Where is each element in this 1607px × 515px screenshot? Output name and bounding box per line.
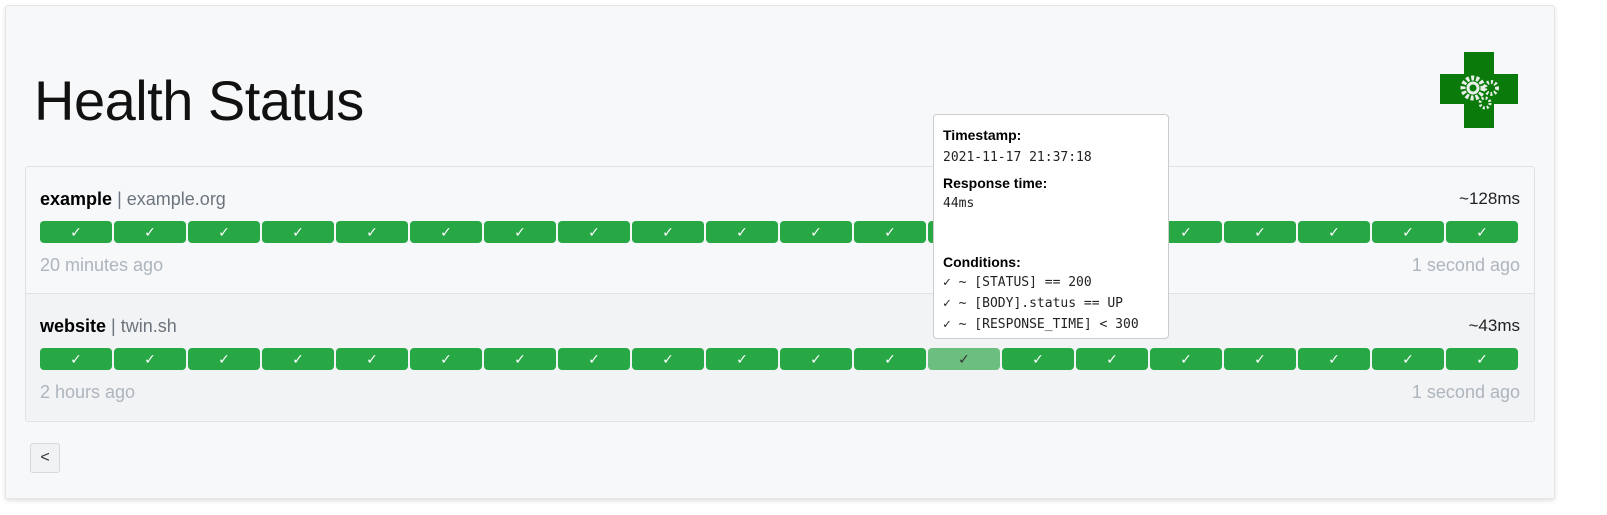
condition-item: ✓ ~ [STATUS] == 200 <box>943 275 1092 290</box>
result-bar-success[interactable]: ✓ <box>336 348 408 370</box>
result-bar-success[interactable]: ✓ <box>780 221 852 243</box>
result-bar-success[interactable]: ✓ <box>1298 348 1370 370</box>
service-hostname: example.org <box>126 189 226 209</box>
result-bar-success[interactable]: ✓ <box>632 221 704 243</box>
result-bar-success[interactable]: ✓ <box>632 348 704 370</box>
result-bar-success[interactable]: ✓ <box>1224 348 1296 370</box>
result-bar-success[interactable]: ✓ <box>188 221 260 243</box>
result-bar-success[interactable]: ✓ <box>484 221 556 243</box>
result-bar-success[interactable]: ✓ <box>558 348 630 370</box>
result-bar-success[interactable]: ✓ <box>706 348 778 370</box>
service-row-website[interactable]: website | twin.sh ~43ms ✓ ✓ ✓ ✓ ✓ ✓ ✓ ✓ ✓ ✓ ✓ ✓ ✓ ✓ ✓ ✓… <box>26 294 1534 420</box>
result-bar-success[interactable]: ✓ <box>706 221 778 243</box>
conditions-label: Conditions: <box>943 254 1021 270</box>
previous-page-button[interactable]: < <box>30 443 60 473</box>
result-bar-success[interactable]: ✓ <box>928 348 1000 370</box>
condition-item: ✓ ~ [BODY].status == UP <box>943 296 1124 311</box>
result-bar-success[interactable]: ✓ <box>262 348 334 370</box>
response-time-value: 44ms <box>943 196 975 211</box>
service-name: example | example.org <box>40 189 226 209</box>
result-bar-success[interactable]: ✓ <box>1372 348 1444 370</box>
service-name: website | twin.sh <box>40 316 177 336</box>
result-bar-success[interactable]: ✓ <box>1150 348 1222 370</box>
result-bar-success[interactable]: ✓ <box>1446 348 1518 370</box>
health-logo-icon <box>1440 52 1518 128</box>
average-response-time: ~43ms <box>1468 316 1521 335</box>
page-title: Health Status <box>34 69 364 132</box>
newest-result-time: 1 second ago <box>1411 255 1520 275</box>
result-bar-success[interactable]: ✓ <box>188 348 260 370</box>
result-bar-success[interactable]: ✓ <box>40 348 112 370</box>
result-bar-success[interactable]: ✓ <box>558 221 630 243</box>
result-bar-success[interactable]: ✓ <box>262 221 334 243</box>
result-bar-success[interactable]: ✓ <box>40 221 112 243</box>
result-bars: ✓✓✓✓✓✓✓✓✓✓✓✓✓✓✓✓✓✓✓✓ <box>40 221 1518 243</box>
service-hostname: twin.sh <box>120 316 177 336</box>
result-bar-success[interactable]: ✓ <box>1076 348 1148 370</box>
timestamp-label: Timestamp: <box>943 127 1022 143</box>
result-bar-success[interactable]: ✓ <box>114 348 186 370</box>
result-bar-success[interactable]: ✓ <box>1224 221 1296 243</box>
average-response-time: ~128ms <box>1459 189 1520 208</box>
result-bar-success[interactable]: ✓ <box>1446 221 1518 243</box>
result-bar-success[interactable]: ✓ <box>1372 221 1444 243</box>
result-bar-success[interactable]: ✓ <box>1002 348 1074 370</box>
oldest-result-time: 20 minutes ago <box>40 255 164 275</box>
newest-result-time: 1 second ago <box>1411 382 1520 402</box>
service-row-example[interactable]: example | example.org ~128ms ✓ ✓ ✓ ✓ ✓ ✓ ✓ ✓ ✓ ✓ ✓… <box>26 167 1534 294</box>
services-list: example | example.org ~128ms ✓ ✓ ✓ ✓ ✓ ✓ ✓ ✓ ✓ ✓ ✓… <box>25 166 1535 422</box>
result-bar-success[interactable]: ✓ <box>484 348 556 370</box>
response-time-label: Response time: <box>943 175 1048 191</box>
result-bar-success[interactable]: ✓ <box>336 221 408 243</box>
condition-item: ✓ ~ [RESPONSE_TIME] < 300 <box>943 317 1139 332</box>
result-tooltip: Timestamp: 2021-11-17 21:37:18 Response … <box>933 114 1169 339</box>
result-bars: ✓✓✓✓✓✓✓✓✓✓✓✓✓✓✓✓✓✓✓✓ <box>40 348 1518 370</box>
timestamp-value: 2021-11-17 21:37:18 <box>943 150 1092 165</box>
oldest-result-time: 2 hours ago <box>40 382 136 402</box>
result-bar-success[interactable]: ✓ <box>114 221 186 243</box>
result-bar-success[interactable]: ✓ <box>780 348 852 370</box>
result-bar-success[interactable]: ✓ <box>410 348 482 370</box>
result-bar-success[interactable]: ✓ <box>1298 221 1370 243</box>
result-bar-success[interactable]: ✓ <box>410 221 482 243</box>
result-bar-success[interactable]: ✓ <box>854 221 926 243</box>
result-bar-success[interactable]: ✓ <box>854 348 926 370</box>
